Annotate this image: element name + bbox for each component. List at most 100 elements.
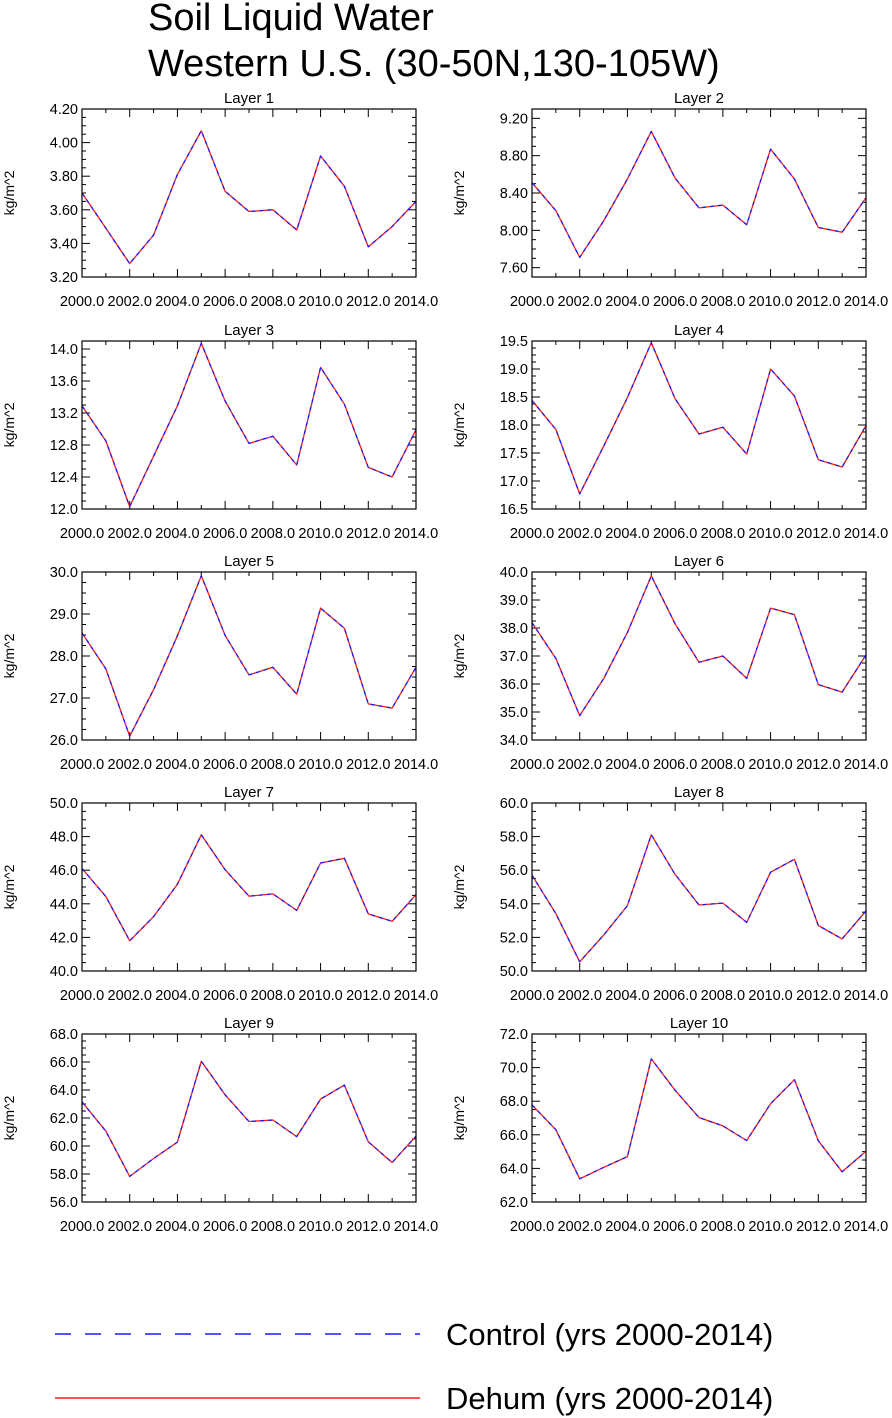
x-tick-label: 2000.0 bbox=[60, 294, 104, 310]
y-tick-label: 14.0 bbox=[50, 342, 78, 358]
x-tick-label: 2000.0 bbox=[510, 526, 554, 542]
x-tick-label: 2004.0 bbox=[605, 1219, 649, 1235]
x-tick-label: 2002.0 bbox=[108, 988, 152, 1004]
legend: Control (yrs 2000-2014) Dehum (yrs 2000-… bbox=[55, 1317, 773, 1416]
x-tick-label: 2010.0 bbox=[748, 757, 792, 773]
y-tick-label: 13.6 bbox=[50, 374, 78, 390]
x-tick-label: 2008.0 bbox=[701, 294, 745, 310]
x-tick-label: 2014.0 bbox=[394, 757, 438, 773]
x-tick-label: 2014.0 bbox=[394, 988, 438, 1004]
y-tick-label: 28.0 bbox=[50, 649, 78, 665]
y-tick-label: 62.0 bbox=[50, 1111, 78, 1127]
x-tick-label: 2010.0 bbox=[748, 988, 792, 1004]
y-tick-label: 34.0 bbox=[500, 733, 528, 749]
y-tick-label: 56.0 bbox=[500, 863, 528, 879]
panel-layer-10: Layer 10 kg/m^2 62.0 64.0 66.0 68.0 70.0 72.0 20… bbox=[451, 1015, 888, 1235]
x-tick-label: 2008.0 bbox=[701, 757, 745, 773]
series-line-dehum bbox=[531, 834, 867, 963]
y-tick-label: 12.0 bbox=[50, 502, 78, 518]
series-line-control bbox=[81, 1060, 417, 1178]
y-tick-label: 70.0 bbox=[500, 1061, 528, 1077]
x-tick-label: 2002.0 bbox=[558, 757, 602, 773]
y-tick-label: 56.0 bbox=[50, 1195, 78, 1211]
series-line-dehum bbox=[531, 130, 867, 259]
y-tick-label: 48.0 bbox=[50, 830, 78, 846]
x-tick-label: 2010.0 bbox=[748, 1219, 792, 1235]
x-tick-label: 2012.0 bbox=[796, 757, 840, 773]
x-tick-label: 2002.0 bbox=[558, 526, 602, 542]
series-line-dehum bbox=[531, 342, 867, 495]
x-tick-label: 2004.0 bbox=[155, 757, 199, 773]
x-tick-label: 2014.0 bbox=[844, 526, 888, 542]
panel-layer-9: Layer 9 kg/m^2 56.0 58.0 60.0 62.0 64.0 66.0 68.… bbox=[1, 1015, 438, 1235]
series-line-dehum bbox=[531, 575, 867, 717]
y-axis-label: kg/m^2 bbox=[451, 1095, 467, 1140]
x-tick-label: 2008.0 bbox=[701, 526, 745, 542]
series-line-control bbox=[81, 575, 417, 737]
x-tick-label: 2008.0 bbox=[251, 988, 295, 1004]
y-tick-label: 19.0 bbox=[500, 362, 528, 378]
x-tick-label: 2006.0 bbox=[203, 294, 247, 310]
x-tick-label: 2004.0 bbox=[605, 526, 649, 542]
y-tick-label: 17.0 bbox=[500, 474, 528, 490]
y-tick-label: 3.40 bbox=[50, 236, 78, 252]
series-line-control bbox=[81, 834, 417, 942]
y-tick-label: 29.0 bbox=[50, 607, 78, 623]
x-tick-label: 2014.0 bbox=[394, 526, 438, 542]
panel-title: Layer 9 bbox=[224, 1015, 274, 1032]
x-tick-label: 2006.0 bbox=[653, 1219, 697, 1235]
x-tick-label: 2008.0 bbox=[251, 1219, 295, 1235]
x-tick-label: 2004.0 bbox=[155, 526, 199, 542]
y-tick-label: 19.5 bbox=[500, 334, 528, 350]
y-tick-label: 66.0 bbox=[500, 1128, 528, 1144]
panel-layer-6: Layer 6 kg/m^2 34.0 35.0 36.0 37.0 38.0 39.0 40.… bbox=[451, 553, 888, 773]
series-line-control bbox=[81, 130, 417, 265]
x-tick-label: 2000.0 bbox=[60, 1219, 104, 1235]
x-tick-label: 2008.0 bbox=[251, 294, 295, 310]
x-tick-label: 2006.0 bbox=[653, 988, 697, 1004]
series-line-control bbox=[531, 1058, 867, 1180]
x-tick-label: 2000.0 bbox=[510, 1219, 554, 1235]
y-tick-label: 30.0 bbox=[50, 565, 78, 581]
series-line-control bbox=[531, 342, 867, 495]
x-tick-label: 2004.0 bbox=[155, 988, 199, 1004]
x-tick-label: 2014.0 bbox=[844, 294, 888, 310]
x-tick-label: 2006.0 bbox=[203, 988, 247, 1004]
y-tick-label: 72.0 bbox=[500, 1027, 528, 1043]
series-line-dehum bbox=[531, 1058, 867, 1180]
x-tick-label: 2008.0 bbox=[701, 1219, 745, 1235]
y-tick-label: 12.8 bbox=[50, 438, 78, 454]
y-axis-label: kg/m^2 bbox=[1, 1095, 17, 1140]
y-tick-label: 66.0 bbox=[50, 1055, 78, 1071]
panel-title: Layer 8 bbox=[674, 784, 724, 801]
x-tick-label: 2004.0 bbox=[605, 988, 649, 1004]
series-line-dehum bbox=[81, 834, 417, 942]
plot-frame bbox=[81, 340, 417, 510]
y-tick-label: 12.4 bbox=[50, 470, 78, 486]
y-tick-label: 58.0 bbox=[50, 1167, 78, 1183]
y-tick-label: 13.2 bbox=[50, 406, 78, 422]
y-axis-label: kg/m^2 bbox=[451, 402, 467, 447]
x-tick-label: 2012.0 bbox=[346, 988, 390, 1004]
x-tick-label: 2004.0 bbox=[155, 294, 199, 310]
figure-title: Soil Liquid Water bbox=[148, 0, 434, 39]
y-tick-label: 60.0 bbox=[50, 1139, 78, 1155]
panel-title: Layer 4 bbox=[674, 322, 724, 339]
x-tick-label: 2012.0 bbox=[796, 294, 840, 310]
x-tick-label: 2000.0 bbox=[510, 757, 554, 773]
x-tick-label: 2000.0 bbox=[510, 294, 554, 310]
y-tick-label: 62.0 bbox=[500, 1195, 528, 1211]
x-tick-label: 2006.0 bbox=[653, 757, 697, 773]
x-tick-label: 2000.0 bbox=[60, 526, 104, 542]
y-tick-label: 46.0 bbox=[50, 863, 78, 879]
y-tick-label: 40.0 bbox=[500, 565, 528, 581]
series-line-control bbox=[81, 342, 417, 508]
panel-title: Layer 5 bbox=[224, 553, 274, 570]
panel-title: Layer 7 bbox=[224, 784, 274, 801]
figure-subtitle: Western U.S. (30-50N,130-105W) bbox=[148, 43, 720, 85]
x-tick-label: 2002.0 bbox=[558, 294, 602, 310]
series-line-control bbox=[531, 834, 867, 963]
x-tick-label: 2010.0 bbox=[748, 526, 792, 542]
y-tick-label: 54.0 bbox=[500, 897, 528, 913]
